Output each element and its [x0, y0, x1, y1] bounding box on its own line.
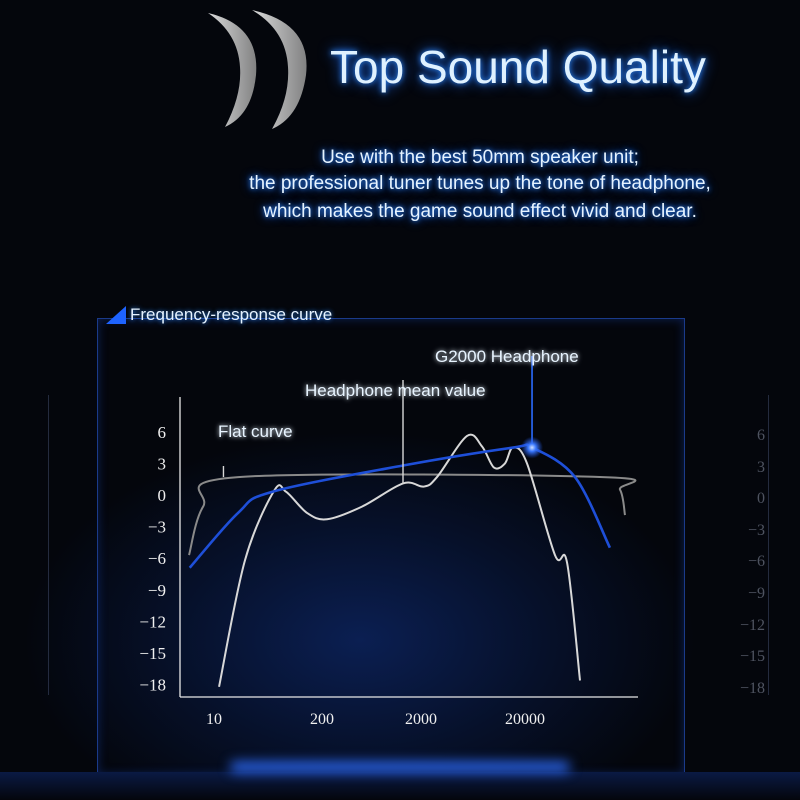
ghost-y-axis-labels: 6 3 0 −3 −6 −9 −12 −15 −18 — [735, 420, 765, 704]
series-line-g2000-headphone — [188, 443, 612, 569]
chart-panel — [97, 318, 685, 774]
panel-corner-marker — [106, 306, 126, 324]
y-tick-label: −3 — [148, 518, 166, 537]
annotation-label: Flat curve — [218, 422, 293, 441]
y-tick-label: 6 — [158, 423, 167, 442]
y-tick-label: 0 — [158, 486, 167, 505]
annotation-label: Headphone mean value — [305, 381, 486, 400]
g2000-peak-marker — [521, 436, 544, 459]
sound-wave-logo — [208, 10, 307, 129]
subtitle-line-1: Use with the best 50mm speaker unit; — [321, 147, 639, 168]
x-tick-label: 2000 — [405, 711, 437, 728]
ghost-tick: 3 — [757, 458, 765, 476]
series-line-headphone-mean-value — [218, 433, 582, 688]
ghost-tick: −3 — [747, 521, 765, 539]
ghost-tick: −12 — [739, 616, 765, 634]
bottom-shade — [0, 772, 800, 800]
y-tick-label: −18 — [139, 676, 166, 695]
ghost-tick: −15 — [739, 648, 765, 666]
ghost-tick: −6 — [747, 553, 765, 571]
x-tick-label: 200 — [310, 711, 334, 728]
series-line-flat-curve — [188, 473, 637, 556]
y-tick-label: 3 — [158, 454, 167, 473]
y-tick-label: −6 — [148, 549, 166, 568]
y-tick-label: −15 — [139, 644, 166, 663]
left-ghost-panel-edge — [48, 395, 49, 695]
ghost-tick: −18 — [739, 679, 765, 697]
x-tick-label: 20000 — [505, 711, 545, 728]
ghost-tick: −9 — [747, 584, 765, 602]
bottom-glow — [230, 762, 570, 772]
y-tick-label: −9 — [148, 581, 166, 600]
ghost-tick: 6 — [757, 427, 765, 444]
y-tick-label: −12 — [139, 612, 166, 631]
right-ghost-panel-edge — [768, 395, 769, 695]
subtitle-line-2: the professional tuner tunes up the tone… — [249, 173, 711, 194]
page-title: Top Sound Quality — [330, 41, 706, 93]
chart-title: Frequency-response curve — [130, 305, 333, 324]
x-tick-label: 10 — [206, 711, 222, 728]
annotation-label: G2000 Headphone — [435, 347, 579, 366]
subtitle-line-3: which makes the game sound effect vivid … — [263, 201, 697, 222]
ghost-tick: 0 — [757, 490, 765, 508]
